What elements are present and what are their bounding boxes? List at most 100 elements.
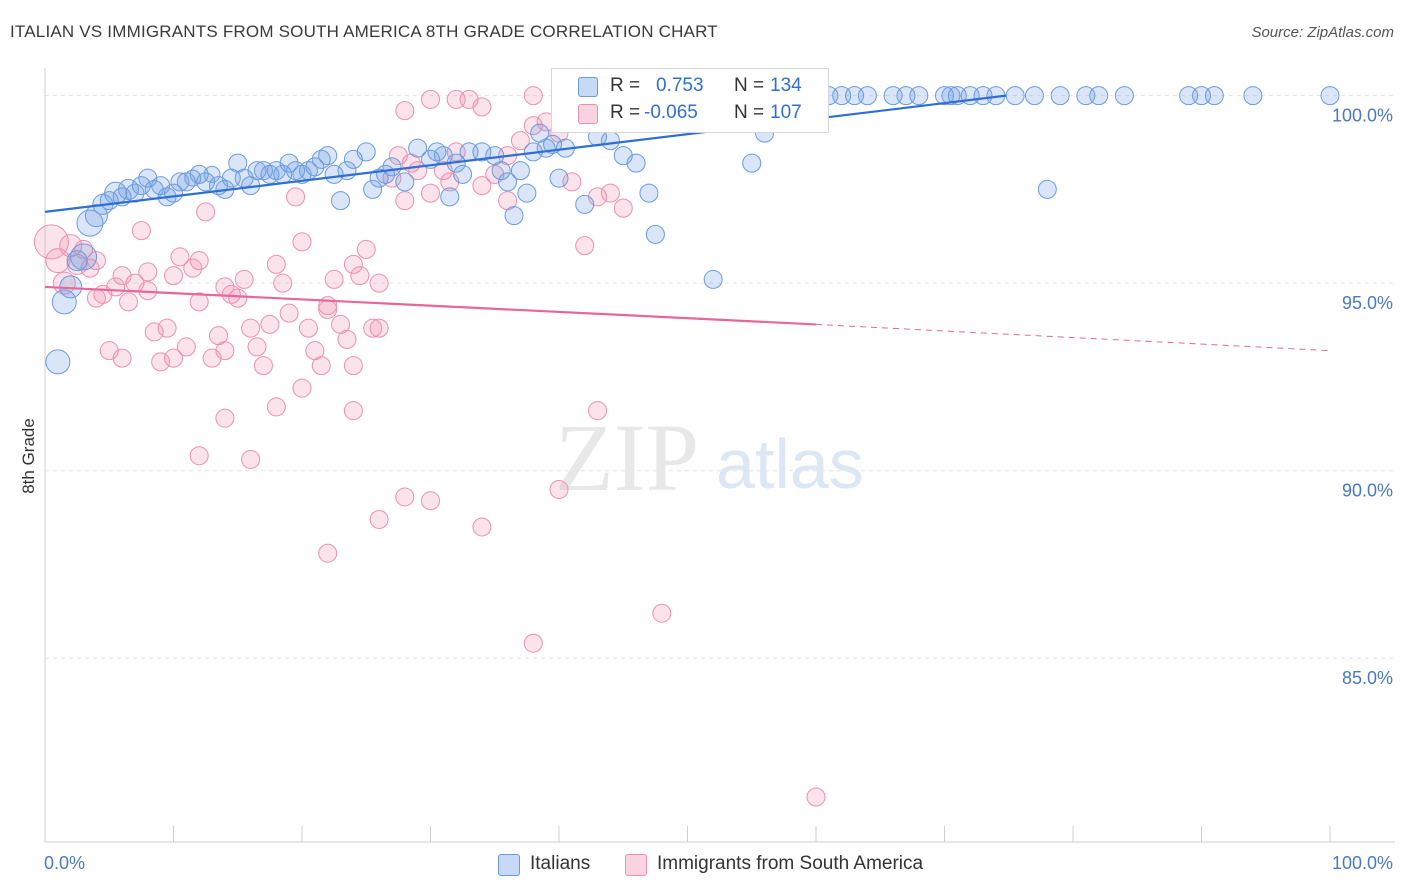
immigrants-point (472, 176, 492, 196)
immigrants-point (112, 348, 132, 368)
immigrants-point (189, 292, 209, 312)
italians-point (472, 142, 492, 162)
immigrants-point (363, 318, 383, 338)
immigrants-point (221, 284, 241, 304)
italians-point (857, 86, 877, 106)
immigrants-point (176, 337, 196, 357)
immigrants-point (421, 89, 440, 109)
immigrants-point (253, 356, 273, 376)
immigrants-point (369, 318, 389, 338)
source-credit: Source: ZipAtlas.com (1251, 24, 1394, 41)
italians-point (382, 157, 402, 177)
immigrants-point (131, 221, 151, 241)
italians-legend-swatch (498, 854, 520, 876)
r-label: R = (610, 75, 641, 96)
italians-point (504, 206, 524, 226)
immigrants-point (241, 449, 261, 469)
italians-r-value: 0.753 (656, 75, 704, 96)
n-label: N = (734, 75, 765, 96)
italians-point (331, 191, 351, 211)
italians-point (279, 153, 299, 173)
y-axis-label: 8th Grade (19, 418, 38, 494)
immigrants-point (395, 101, 415, 121)
immigrants-trend-line (44, 285, 817, 326)
legend-label-immigrants: Immigrants from South America (657, 853, 924, 874)
immigrants-point (613, 198, 633, 218)
italians-point (453, 164, 473, 184)
watermark-zip: ZIP (555, 404, 699, 511)
immigrants-point (472, 97, 492, 117)
immigrants-point (215, 341, 235, 361)
italians-point (510, 161, 530, 181)
immigrants-point (151, 352, 171, 372)
immigrants-point (119, 292, 139, 312)
immigrants-point (157, 318, 177, 338)
italians-point (1024, 86, 1044, 106)
italians-trend-line (44, 94, 1007, 213)
italians-point (66, 250, 88, 272)
immigrants-point (138, 262, 158, 282)
watermark-atlas: atlas (716, 425, 864, 503)
immigrants-point (343, 401, 363, 421)
immigrants-point (350, 266, 370, 286)
immigrants-point (343, 254, 363, 274)
immigrants-point (189, 446, 209, 466)
italians-point (395, 172, 415, 192)
italians-point (247, 161, 267, 181)
italians-point (517, 183, 537, 203)
italians-point (440, 187, 460, 207)
immigrants-point (343, 356, 363, 376)
x-tick-label: 0.0% (44, 853, 85, 873)
immigrants-point (183, 258, 203, 278)
legend-label-italians: Italians (530, 853, 591, 874)
immigrants-point (324, 269, 344, 289)
immigrants-point (196, 202, 216, 222)
italians-point (76, 209, 104, 237)
immigrants-point (588, 401, 608, 421)
series-legend: Italians Immigrants from South America (0, 853, 1406, 877)
italians-point (742, 153, 762, 173)
italians-point (1243, 86, 1263, 106)
immigrants-point (311, 356, 331, 376)
immigrants-point (33, 224, 69, 260)
immigrants-point (446, 89, 466, 109)
immigrants-point (337, 329, 357, 349)
immigrants-legend-swatch (625, 854, 647, 876)
italians-point (639, 183, 659, 203)
immigrants-point (562, 172, 582, 192)
italians-point (70, 243, 98, 271)
immigrants-trend-line-dashed (815, 323, 1331, 352)
immigrants-point (266, 254, 286, 274)
italians-point (1204, 86, 1224, 106)
italians-point (305, 157, 325, 177)
immigrants-point (510, 131, 530, 151)
immigrants-point (215, 408, 235, 428)
italians-point (1005, 86, 1025, 106)
italians-point (600, 131, 620, 151)
italians-point (427, 142, 447, 162)
y-tick-label: 85.0% (1342, 668, 1393, 688)
italians-point (1050, 86, 1070, 106)
immigrants-point (575, 236, 595, 256)
immigrants-point (292, 378, 312, 398)
italians-point (645, 224, 665, 244)
y-tick-label: 90.0% (1342, 481, 1393, 501)
trend-lines (44, 94, 1331, 352)
italians-point (125, 183, 145, 203)
italians-point (369, 168, 389, 188)
italians-point (203, 165, 221, 183)
immigrants-point (318, 543, 338, 563)
n-label: N = (734, 102, 765, 123)
italians-point (131, 176, 151, 196)
italians-point (1037, 179, 1057, 199)
italians-swatch (578, 77, 598, 97)
immigrants-point (523, 86, 543, 106)
immigrants-point (273, 273, 293, 293)
y-tick-labels: 100.0% 95.0% 90.0% 85.0% (1332, 106, 1393, 689)
italians-n-value: 134 (770, 75, 802, 96)
italians-point (408, 138, 428, 158)
immigrants-point (523, 116, 543, 136)
immigrants-point (806, 787, 826, 807)
italians-point (941, 86, 961, 106)
italians-point (703, 269, 723, 289)
